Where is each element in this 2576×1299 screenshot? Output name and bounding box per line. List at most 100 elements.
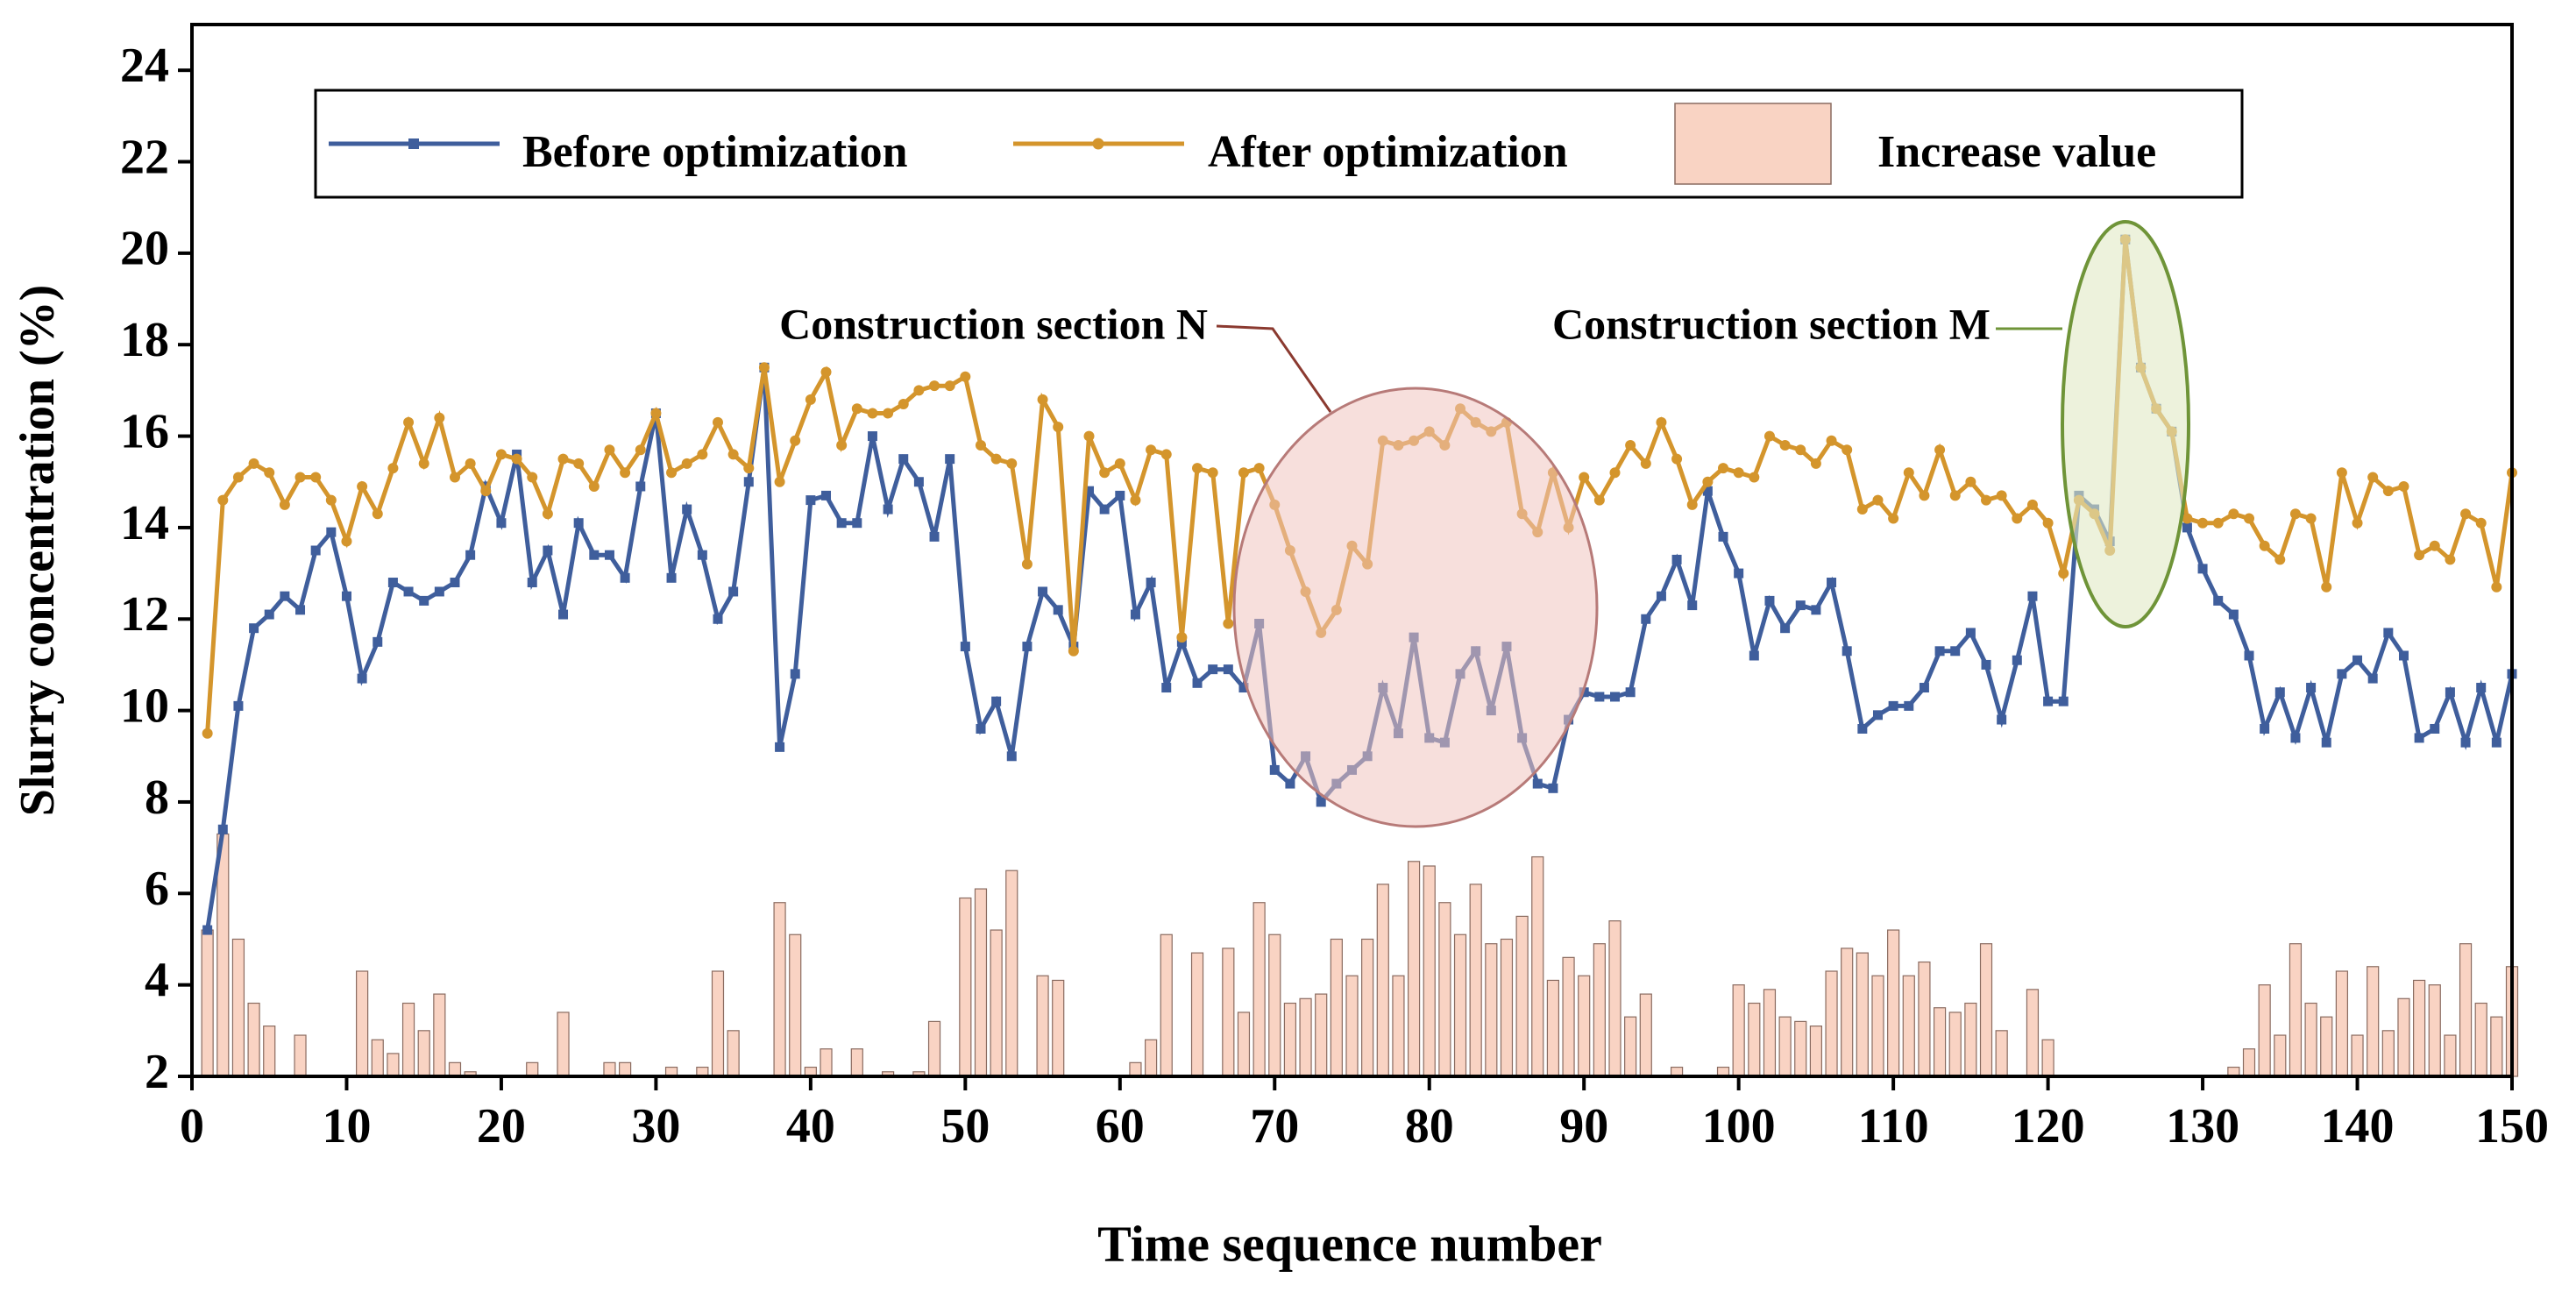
point [202, 728, 213, 739]
point [2383, 628, 2394, 638]
point [1857, 723, 1868, 734]
bar [1748, 1002, 1761, 1077]
point [2491, 737, 2501, 748]
point [1656, 416, 1667, 428]
point [527, 472, 538, 483]
x-tick-label: 20 [477, 1099, 526, 1153]
point [2398, 650, 2409, 661]
point [589, 550, 600, 560]
point [1733, 467, 1744, 479]
point [2382, 486, 2394, 497]
bar [1778, 1016, 1792, 1077]
point [1981, 494, 1992, 506]
y-tick-label: 22 [120, 130, 169, 184]
point [1083, 430, 1095, 442]
point [1656, 591, 1666, 601]
plot-frame [190, 23, 2514, 1078]
x-axis-title: Time sequence number [1097, 1215, 1602, 1272]
bar [356, 970, 369, 1077]
point [604, 550, 614, 560]
point [1084, 486, 1095, 496]
point [249, 623, 259, 634]
point [1934, 444, 1946, 456]
point [1532, 778, 1543, 789]
point [2367, 472, 2379, 483]
legend-label: Increase value [1877, 127, 2156, 177]
point [2429, 540, 2440, 551]
point [2244, 513, 2255, 524]
bar [1933, 1007, 1947, 1077]
bar [247, 1002, 260, 1077]
point [1253, 463, 1265, 474]
point [2058, 696, 2069, 706]
point [2026, 499, 2038, 510]
bar [433, 993, 446, 1077]
y-tick-label: 20 [120, 222, 169, 276]
bar [727, 1030, 740, 1077]
bar [526, 1061, 539, 1077]
point [2058, 568, 2069, 579]
x-tick-label: 140 [2321, 1099, 2395, 1153]
point [1223, 618, 1234, 629]
point [2290, 733, 2301, 743]
x-tick-label: 70 [1250, 1099, 1299, 1153]
bar [773, 902, 786, 1077]
y-tick-label: 18 [120, 313, 169, 367]
bar [387, 1053, 400, 1077]
point [1687, 600, 1698, 611]
point [419, 595, 429, 606]
x-tick-label: 80 [1405, 1099, 1454, 1153]
bar [789, 933, 802, 1077]
bar [1299, 997, 1312, 1077]
point [2414, 733, 2424, 743]
bar [1330, 938, 1343, 1077]
point [836, 440, 848, 451]
point [1702, 476, 1714, 487]
bar [603, 1061, 616, 1077]
point [2352, 655, 2363, 665]
point [2182, 513, 2193, 524]
point [681, 458, 692, 469]
point [480, 486, 492, 497]
point [836, 518, 847, 529]
bar [2428, 984, 2441, 1077]
point [1176, 632, 1188, 643]
bar [2381, 1030, 2395, 1077]
bar [850, 1048, 863, 1077]
bar [1315, 993, 1328, 1077]
bar [1052, 979, 1065, 1077]
bar [1902, 975, 1915, 1077]
point [1609, 467, 1621, 479]
bar [1005, 870, 1018, 1077]
point [697, 449, 708, 460]
bar [1578, 975, 1591, 1077]
bar [1856, 952, 1869, 1077]
x-tick-label: 90 [1559, 1099, 1608, 1153]
x-tick-label: 30 [631, 1099, 680, 1153]
bar [2274, 1034, 2287, 1077]
bar [201, 929, 214, 1077]
point [326, 527, 337, 537]
point [1965, 476, 1976, 487]
bar [371, 1039, 384, 1077]
point [650, 408, 662, 419]
point [1872, 494, 1884, 506]
point [929, 380, 940, 392]
point [990, 453, 1002, 465]
point [1795, 600, 1806, 611]
point [2460, 737, 2471, 748]
point [434, 412, 445, 423]
bar [2320, 1016, 2333, 1077]
legend-label: After optimization [1208, 127, 1568, 177]
point [805, 394, 816, 405]
point [1888, 513, 1899, 524]
point [2445, 554, 2456, 565]
point [280, 591, 290, 601]
point [960, 371, 971, 382]
y-tick-label: 10 [120, 678, 169, 733]
point [991, 696, 1002, 706]
bar [1871, 975, 1884, 1077]
point [1996, 490, 2007, 501]
y-tick-label: 6 [145, 862, 169, 916]
